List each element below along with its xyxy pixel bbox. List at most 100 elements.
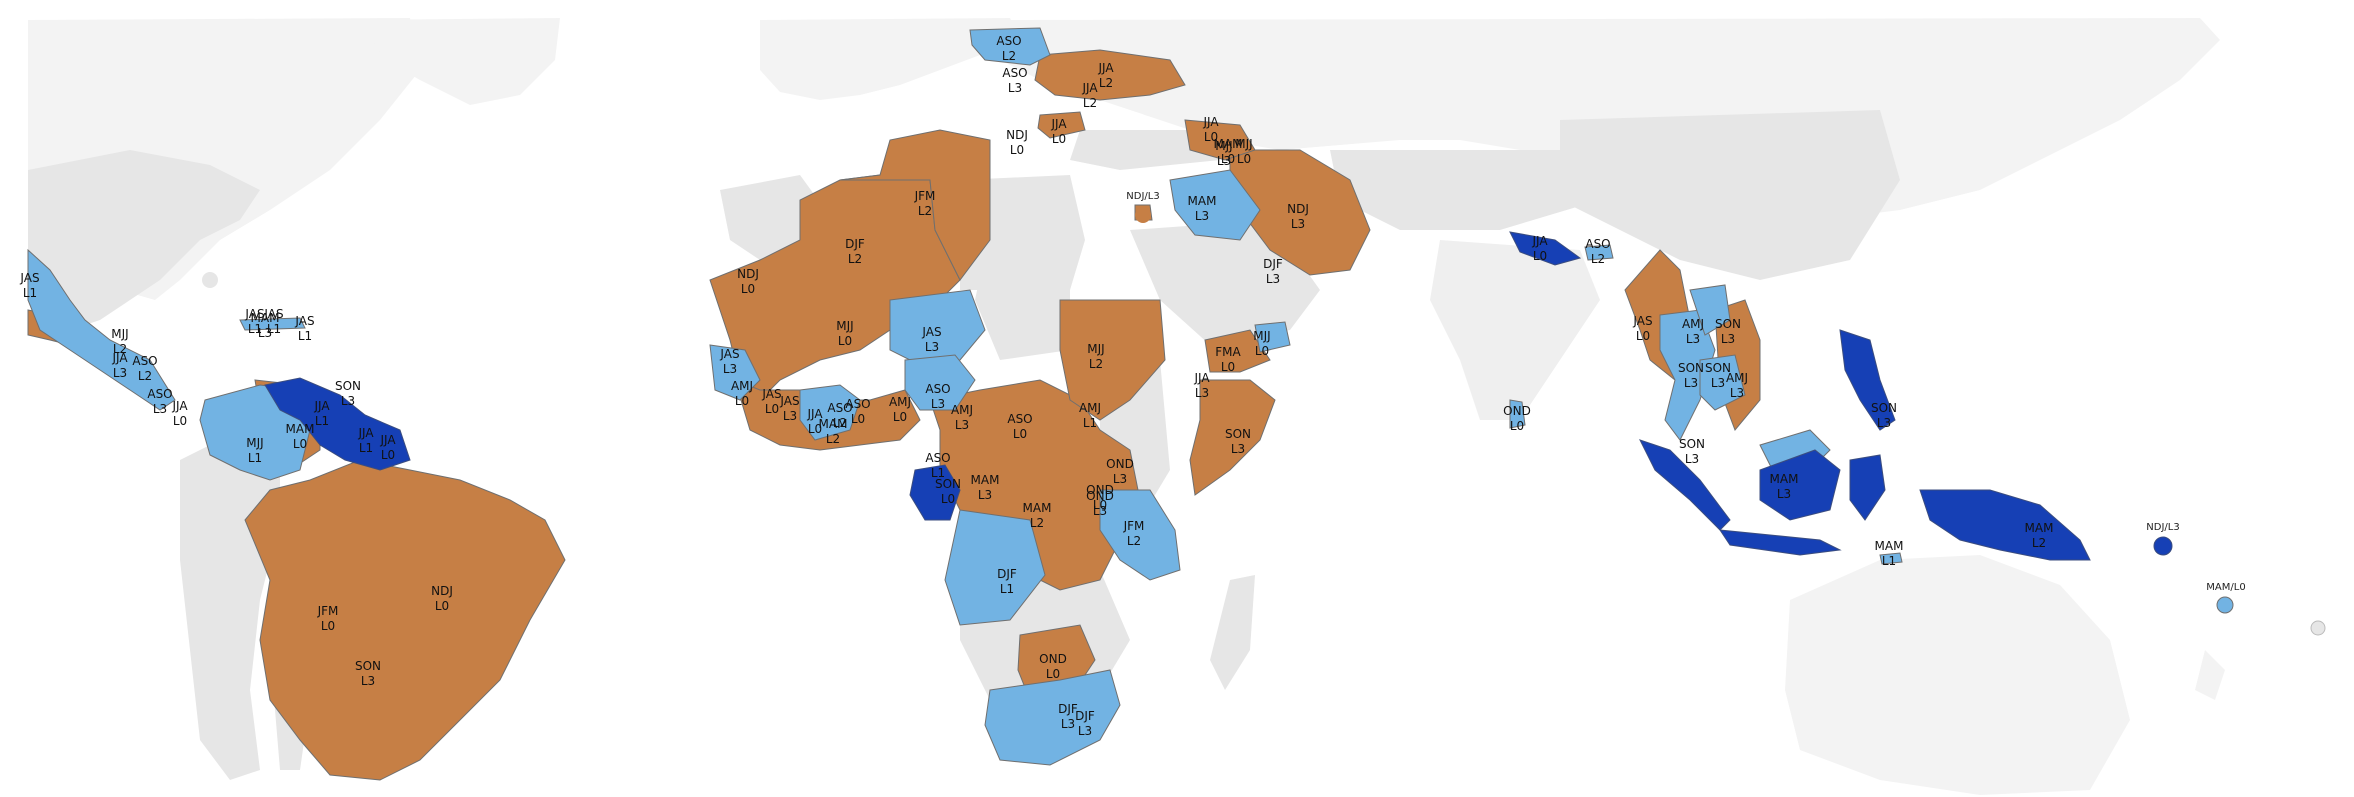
libya-algeria-region: [839, 129, 991, 281]
region-label-iraq: MAM L3: [1188, 194, 1217, 223]
label-season: JAS: [921, 325, 941, 339]
label-level: L1: [931, 466, 945, 480]
laos-region: [1689, 284, 1731, 336]
label-season: JAS: [779, 394, 799, 408]
region-label-vietnam-1: SON L3: [1715, 317, 1741, 346]
label-season: ASO: [132, 354, 157, 368]
label-level: L3: [925, 340, 939, 354]
label-season: JJA: [379, 433, 396, 447]
label-level: L2: [2032, 536, 2046, 550]
label-level: L0: [435, 599, 449, 613]
label-season: OND: [1086, 483, 1114, 497]
label-season: JJA: [1097, 61, 1114, 75]
region-label-caribbean-2: MAM L3: [251, 311, 280, 340]
timor-region: [1879, 552, 1903, 565]
label-level: L3: [1217, 154, 1231, 168]
sumatra-region: [1639, 439, 1731, 531]
label-season: MJJ: [111, 327, 128, 341]
label-season: DJF: [997, 567, 1017, 581]
philippines-region: [1839, 329, 1896, 431]
region-label-solomon: NDJ/L3: [2146, 522, 2179, 533]
region-label-mali: MJJ L0: [836, 319, 853, 348]
bhutan-region: [1584, 244, 1614, 261]
label-season: MAM: [971, 473, 1000, 487]
sri-lanka-region: [1509, 399, 1526, 429]
turkey-land: [1070, 130, 1220, 170]
greenland-land: [360, 18, 560, 105]
region-label-nepal: JJA L0: [1531, 234, 1548, 263]
label-combined: NDJ/L3: [1126, 191, 1159, 202]
horn-africa-region: [1189, 379, 1276, 496]
nepal-region: [1509, 231, 1582, 266]
label-level: L3: [1685, 452, 1699, 466]
label-level: L3: [1684, 376, 1698, 390]
label-level: L0: [1255, 344, 1269, 358]
label-level: L2: [833, 416, 847, 430]
label-level: L3: [931, 397, 945, 411]
label-level: L3: [1266, 272, 1280, 286]
label-season: ASO: [1007, 412, 1032, 426]
region-label-sudan: MJJ L2: [1087, 342, 1104, 371]
label-level: L2: [848, 252, 862, 266]
region-label-borneo: MAM L3: [1770, 472, 1799, 501]
iraq-region: [1169, 169, 1261, 241]
south-america-west-land: [180, 430, 280, 780]
australia-land: [1785, 555, 2130, 795]
sulawesi-region: [1849, 454, 1886, 521]
darkblue-regions: [264, 231, 2173, 561]
label-season: MAM: [286, 422, 315, 436]
region-label-libya: JFM L2: [914, 189, 936, 218]
region-label-oman: DJF L3: [1263, 257, 1283, 286]
region-label-armenia: JJA L0: [1202, 115, 1219, 144]
label-level: L3: [978, 488, 992, 502]
solomon-dot: [2153, 536, 2173, 556]
label-level: L2: [918, 204, 932, 218]
label-level: L3: [1291, 217, 1305, 231]
label-level: L2: [113, 342, 127, 356]
label-level: L0: [851, 412, 865, 426]
label-combined: MAM/L0: [2206, 582, 2245, 593]
region-label-congo: SON L0: [935, 477, 961, 506]
label-season: FMA: [1215, 345, 1241, 359]
label-level: L0: [1204, 130, 1218, 144]
region-label-costa-rica: ASO L3: [147, 387, 172, 416]
new-zealand-land: [2195, 650, 2225, 700]
label-level: L3: [1877, 416, 1891, 430]
label-season: AMJ: [951, 403, 973, 417]
region-label-cote-divoire: JAS L3: [779, 394, 799, 423]
label-season: AMJ: [731, 379, 753, 393]
label-level: L3: [1195, 386, 1209, 400]
region-label-kenya-2: OND L3: [1086, 489, 1114, 518]
label-level: L0: [1010, 143, 1024, 157]
region-label-nigeria-2: AMJ L0: [889, 395, 911, 424]
region-label-venezuela-2: MAM L0: [286, 422, 315, 451]
label-level: L0: [808, 422, 822, 436]
label-season: MJJ: [1087, 342, 1104, 356]
region-label-honduras: JJA L3: [111, 351, 128, 380]
cambodia-region: [1699, 354, 1746, 411]
region-label-niger: JAS L3: [921, 325, 941, 354]
label-level: L0: [293, 437, 307, 451]
label-season: SON: [1705, 361, 1731, 375]
label-level: L3: [783, 409, 797, 423]
region-label-malaysia: SON L3: [1679, 437, 1705, 466]
europe-north-land: [760, 18, 1020, 100]
region-label-zimbabwe: OND L0: [1039, 652, 1067, 681]
label-season: SON: [1871, 401, 1897, 415]
region-label-guyana: JJA L1: [357, 426, 374, 455]
niger-region: [889, 289, 986, 366]
label-level: L0: [735, 394, 749, 408]
label-season: MAM: [1770, 472, 1799, 486]
region-label-liberia: JAS L0: [761, 387, 781, 416]
label-season: AMJ: [889, 395, 911, 409]
label-season: JFM: [914, 189, 936, 203]
label-season: AMJ: [1726, 371, 1748, 385]
label-season: NDJ: [431, 584, 453, 598]
region-label-belarus-2: ASO L3: [1002, 66, 1027, 95]
region-label-paraguay: SON L3: [355, 659, 381, 688]
label-level: L3: [1777, 487, 1791, 501]
region-label-venezuela: JJA L1: [313, 399, 330, 428]
label-level: L1: [315, 414, 329, 428]
caucasus-region: [1184, 119, 1256, 161]
label-level: L3: [723, 362, 737, 376]
